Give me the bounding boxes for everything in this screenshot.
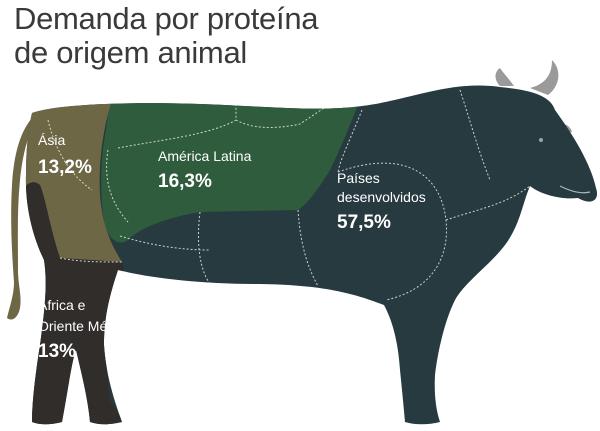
label-america-latina: América Latina [158, 148, 252, 164]
cow-horn-front [530, 60, 559, 95]
region-asia [25, 100, 122, 262]
label-paises-desenvolvidos-line-2: desenvolvidos [337, 189, 426, 205]
cow-tail [7, 116, 38, 320]
region-america-latina [101, 100, 360, 243]
value-paises-desenvolvidos: 57,5% [337, 212, 391, 233]
label-africa-oriente-medio-line-1: África e [38, 297, 86, 313]
value-asia: 13,2% [38, 157, 92, 178]
value-africa-oriente-medio: 13% [38, 341, 77, 362]
value-america-latina: 16,3% [158, 171, 212, 192]
cow-mouth [559, 185, 591, 194]
cow-horn-back [495, 68, 514, 86]
chart-title-line-2: de origem animal [14, 35, 247, 70]
cow-eye [539, 138, 543, 142]
label-paises-desenvolvidos-line-1: Países [337, 170, 380, 186]
label-asia: Ásia [38, 132, 66, 148]
cut-lines [47, 89, 531, 301]
label-africa-oriente-medio-line-2: Oriente Médio [38, 318, 126, 334]
chart-title-line-1: Demanda por proteína [14, 1, 319, 36]
